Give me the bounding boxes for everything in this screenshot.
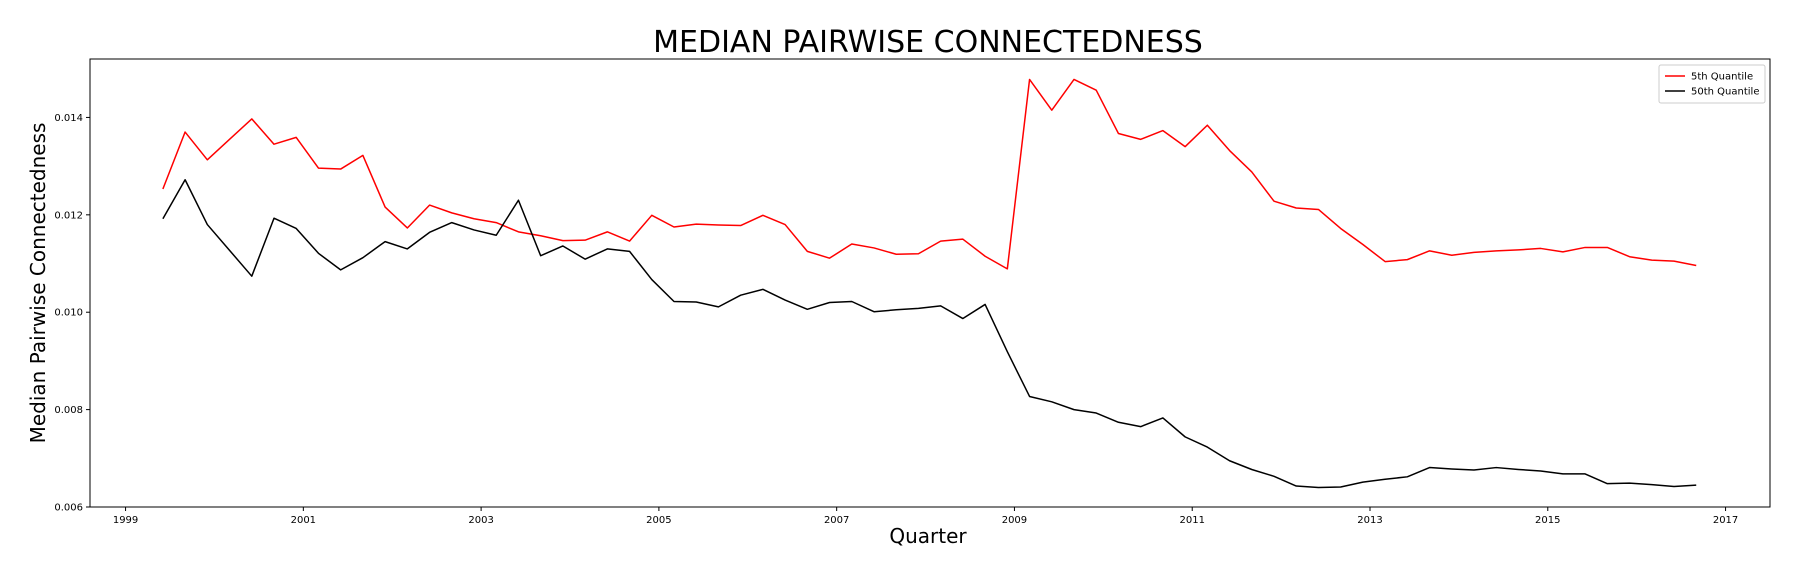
legend-label: 5th Quantile [1691, 72, 1753, 83]
x-tick-label: 2005 [646, 515, 671, 526]
x-axis-label: Quarter [889, 524, 967, 548]
x-tick-label: 2015 [1535, 515, 1560, 526]
chart-title: MEDIAN PAIRWISE CONNECTEDNESS [653, 25, 1203, 60]
y-axis-label: Median Pairwise Connectedness [26, 123, 50, 444]
series-line-5th-quantile [162, 78, 1697, 270]
x-tick-label: 2009 [1002, 515, 1027, 526]
y-axis: 0.006 0.008 0.010 0.012 0.014 [54, 113, 90, 514]
y-tick-label: 0.006 [54, 503, 83, 514]
x-tick-label: 2013 [1357, 515, 1382, 526]
y-tick-label: 0.008 [54, 405, 83, 416]
series-line-50th-quantile [162, 179, 1697, 489]
y-tick-label: 0.014 [54, 113, 83, 124]
legend: 5th Quantile 50th Quantile [1658, 64, 1766, 104]
legend-box [1658, 64, 1766, 104]
x-tick-label: 2001 [291, 515, 316, 526]
x-tick-label: 1999 [113, 515, 138, 526]
x-tick-label: 2017 [1713, 515, 1738, 526]
x-tick-label: 2011 [1179, 515, 1204, 526]
legend-label: 50th Quantile [1691, 87, 1759, 98]
y-tick-label: 0.012 [54, 210, 83, 221]
x-tick-label: 2003 [468, 515, 493, 526]
x-tick-label: 2007 [824, 515, 849, 526]
plot-area-frame [89, 58, 1771, 508]
series-lines [162, 78, 1697, 489]
x-axis: 1999 2001 2003 2005 2007 2009 2011 2013 2015 2017 [113, 507, 1738, 526]
y-tick-label: 0.010 [54, 308, 83, 319]
